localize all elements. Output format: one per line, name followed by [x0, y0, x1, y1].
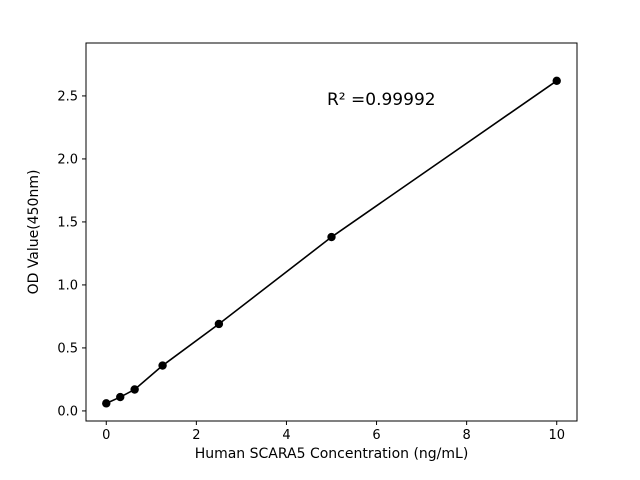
y-tick-label: 0.5: [57, 341, 78, 356]
data-point: [116, 392, 125, 402]
y-axis-label: OD Value(450nm): [26, 169, 42, 295]
data-point: [102, 399, 111, 408]
x-tick-label: 2: [192, 428, 200, 443]
x-tick-label: 0: [102, 428, 110, 443]
y-tick-label: 2.5: [57, 89, 78, 104]
data-point: [214, 319, 224, 329]
r-squared-annotation: R² =0.99992: [327, 90, 436, 110]
axes-box: [85, 42, 578, 422]
x-axis-label: Human SCARA5 Concentration (ng/mL): [194, 446, 469, 462]
fit-line: [105, 80, 558, 405]
y-tick-label: 1.5: [57, 215, 78, 230]
data-point: [552, 76, 561, 86]
data-point: [327, 232, 336, 242]
data-point: [158, 361, 167, 370]
y-tick-label: 2.0: [57, 152, 78, 167]
x-tick-label: 10: [548, 428, 565, 443]
data-point: [130, 385, 139, 394]
y-tick-label: 0.0: [57, 404, 78, 419]
y-tick-label: 1.0: [57, 278, 78, 293]
x-tick-label: 4: [282, 428, 290, 443]
x-tick-label: 6: [372, 428, 380, 443]
x-tick-label: 8: [462, 428, 470, 443]
